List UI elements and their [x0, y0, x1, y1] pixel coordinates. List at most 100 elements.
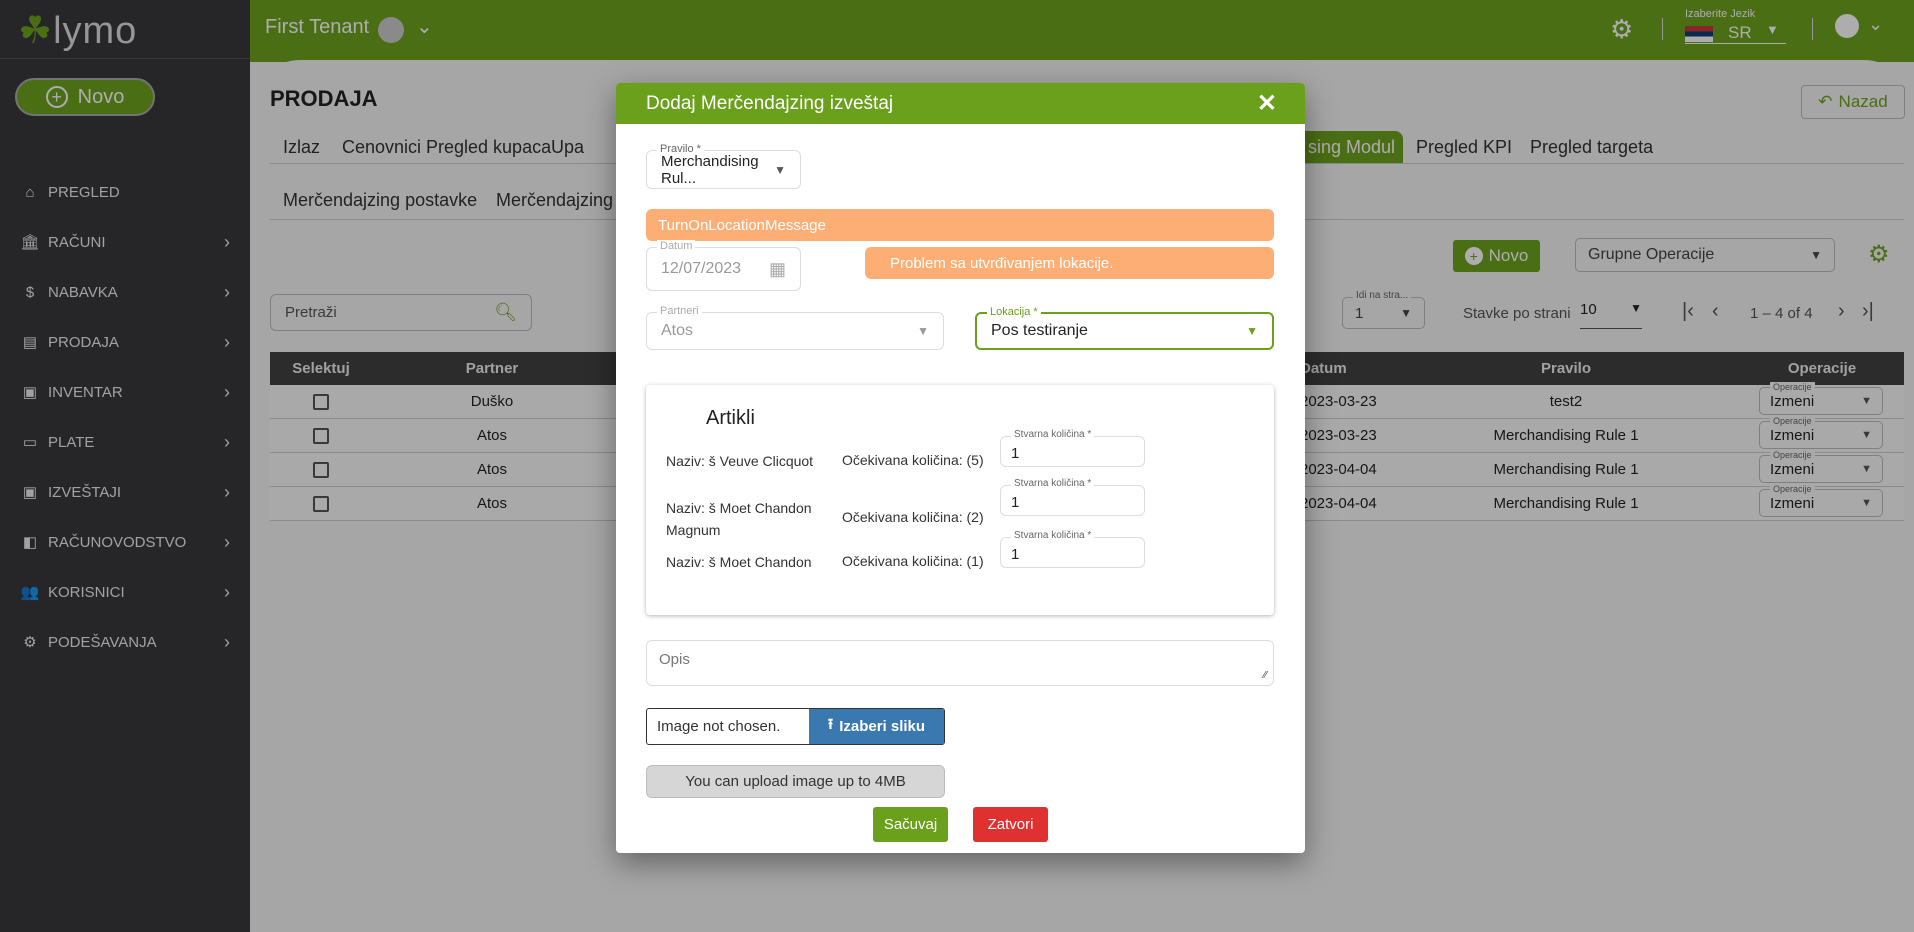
image-file-input[interactable]: Image not chosen. ⭱ Izaberi sliku — [646, 708, 945, 745]
field-label: Stvarna količina * — [1011, 429, 1095, 440]
caret-down-icon: ▼ — [1861, 463, 1872, 475]
sidebar-item-2[interactable]: $ NABAVKA › — [20, 277, 230, 307]
search-icon[interactable]: 🔍︎ — [494, 302, 517, 322]
subtab-postavke[interactable]: Merčendajzing postavke — [283, 189, 478, 210]
sidebar-item-5[interactable]: ▭ PLATE › — [20, 427, 230, 457]
chevron-right-icon: › — [224, 431, 230, 452]
article-name: Naziv: š Veuve Clicquot — [666, 453, 814, 469]
divider — [1812, 18, 1813, 40]
save-button[interactable]: Sačuvaj — [873, 807, 948, 842]
article-name: Naziv: š Moet Chandon Magnum — [666, 500, 812, 538]
tab-pregled-targeta[interactable]: Pregled targeta — [1530, 136, 1654, 157]
tab-upa[interactable]: Upa — [551, 136, 585, 157]
close-icon[interactable]: ✕ — [1256, 90, 1277, 117]
sidebar-item-3[interactable]: ▤ PRODAJA › — [20, 327, 230, 357]
location-error-banner: Problem sa utvrđivanjem lokacije. — [865, 247, 1274, 279]
tab-pregled-kpi[interactable]: Pregled KPI — [1416, 136, 1513, 157]
field-label: Operacije — [1770, 484, 1815, 494]
choose-image-label: Izaberi sliku — [839, 718, 926, 735]
date-field[interactable]: Datum 12/07/2023 ▦ — [646, 240, 801, 291]
field-label: Lokacija * — [987, 306, 1041, 318]
undo-icon: ↶ — [1818, 92, 1833, 111]
sidebar-item-0[interactable]: ⌂ PREGLED — [20, 177, 230, 207]
users-icon: 👥 — [20, 584, 40, 601]
prev-page-icon[interactable]: ‹ — [1712, 300, 1719, 322]
user-avatar-icon[interactable] — [1835, 14, 1859, 38]
actual-qty-input[interactable]: Stvarna količina * 1 — [1000, 530, 1145, 568]
upload-info: You can upload image up to 4MB — [646, 765, 945, 798]
page-title: PRODAJA — [270, 86, 378, 111]
next-page-icon[interactable]: › — [1838, 300, 1845, 322]
sidebar-item-6[interactable]: ▣ IZVEŠTAJI › — [20, 477, 230, 507]
settings-gear-icon[interactable]: ⚙ — [1610, 14, 1634, 44]
actual-qty-input[interactable]: Stvarna količina * 1 — [1000, 478, 1145, 516]
back-button[interactable]: ↶ Nazad — [1801, 85, 1905, 119]
tab-izlaz[interactable]: Izlaz — [283, 136, 321, 157]
operations-select[interactable]: Operacije Izmeni ▼ — [1759, 382, 1883, 415]
rule-select[interactable]: Pravilo * Merchandising Rul... ▼ — [646, 143, 801, 189]
sidebar-item-label: RAČUNI — [48, 233, 106, 251]
tab-pregled-kupaca[interactable]: Pregled kupaca — [426, 136, 552, 157]
caret-down-icon: ▼ — [1246, 324, 1258, 338]
operations-select[interactable]: Operacije Izmeni ▼ — [1759, 416, 1883, 449]
add-merchandising-report-dialog: Dodaj Merčendajzing izveštaj ✕ Pravilo *… — [616, 83, 1305, 853]
article-expected-qty: Očekivana količina: (1) — [842, 553, 984, 569]
row-checkbox-cell — [270, 453, 372, 486]
tab-cenovnici[interactable]: Cenovnici — [342, 136, 422, 157]
new-report-button[interactable]: + Novo — [1453, 240, 1540, 272]
row-checkbox[interactable] — [313, 427, 329, 444]
sidebar-item-label: IZVEŠTAJI — [48, 483, 122, 501]
choose-image-button[interactable]: ⭱ Izaberi sliku — [809, 709, 944, 744]
qty-value: 1 — [1011, 445, 1020, 462]
row-checkbox[interactable] — [313, 393, 329, 410]
caret-down-icon: ▼ — [1400, 306, 1412, 320]
operations-select[interactable]: Operacije Izmeni ▼ — [1759, 484, 1883, 517]
caret-down-icon: ▼ — [774, 162, 786, 177]
divider — [0, 58, 250, 59]
search-input[interactable]: Pretraži 🔍︎ — [270, 294, 532, 331]
new-label: Novo — [77, 85, 125, 108]
caret-down-icon: ▼ — [1861, 497, 1872, 509]
first-page-icon[interactable]: |‹ — [1682, 300, 1694, 322]
sidebar-item-4[interactable]: ▣ INVENTAR › — [20, 377, 230, 407]
group-operations-select[interactable]: Grupne Operacije ▼ — [1575, 238, 1835, 272]
row-checkbox[interactable] — [313, 495, 329, 512]
chevron-right-icon: › — [224, 631, 230, 652]
field-label: Stvarna količina * — [1011, 478, 1095, 489]
rule-cell: Merchandising Rule 1 — [1493, 461, 1639, 478]
chevron-right-icon: › — [224, 331, 230, 352]
sidebar-item-1[interactable]: 🏛 RAČUNI › — [20, 227, 230, 257]
search-placeholder: Pretraži — [285, 304, 337, 321]
chevron-down-icon[interactable]: ⌄ — [416, 16, 433, 38]
subtab-izvestaji[interactable]: Merčendajzing z — [496, 189, 628, 210]
tenant-name[interactable]: First Tenant — [265, 16, 370, 38]
sidebar-item-8[interactable]: 👥 KORISNICI › — [20, 577, 230, 607]
sidebar-new-button[interactable]: + Novo — [15, 78, 155, 116]
sidebar-item-label: KORISNICI — [48, 583, 125, 601]
chevron-down-icon[interactable]: ⌄ — [1868, 14, 1884, 34]
last-page-icon[interactable]: ›| — [1862, 300, 1874, 322]
location-select[interactable]: Lokacija * Pos testiranje ▼ — [975, 306, 1274, 350]
description-textarea[interactable]: Opis ⁄⁄ — [646, 640, 1274, 686]
sidebar-item-9[interactable]: ⚙ PODEŠAVANJA › — [20, 627, 230, 657]
goto-page-select[interactable]: Idi na stra... 1 ▼ — [1342, 290, 1425, 329]
close-button[interactable]: Zatvori — [973, 807, 1048, 842]
sidebar-item-label: PRODAJA — [48, 333, 119, 351]
resize-handle-icon[interactable]: ⁄⁄ — [1263, 670, 1267, 681]
table-settings-gear-icon[interactable]: ⚙ — [1868, 241, 1890, 268]
serbia-flag-icon — [1685, 26, 1713, 42]
per-page-select[interactable]: 10 ▼ — [1580, 301, 1642, 329]
caret-down-icon[interactable]: ▼ — [1766, 22, 1779, 37]
row-checkbox[interactable] — [313, 461, 329, 478]
dialog-title: Dodaj Merčendajzing izveštaj — [616, 83, 1305, 124]
language-select[interactable]: SR — [1728, 23, 1752, 42]
article-name: Naziv: š Moet Chandon — [666, 554, 812, 570]
plus-icon: + — [1464, 247, 1483, 265]
sidebar-item-7[interactable]: ◧ RAČUNOVODSTVO › — [20, 527, 230, 557]
operations-select[interactable]: Operacije Izmeni ▼ — [1759, 450, 1883, 483]
language-label: Izaberite Jezik — [1685, 8, 1756, 20]
header-partner: Partner — [465, 360, 519, 377]
actual-qty-input[interactable]: Stvarna količina * 1 — [1000, 429, 1145, 467]
calendar-icon[interactable]: ▦ — [768, 258, 786, 279]
rule-cell: Merchandising Rule 1 — [1493, 495, 1639, 512]
